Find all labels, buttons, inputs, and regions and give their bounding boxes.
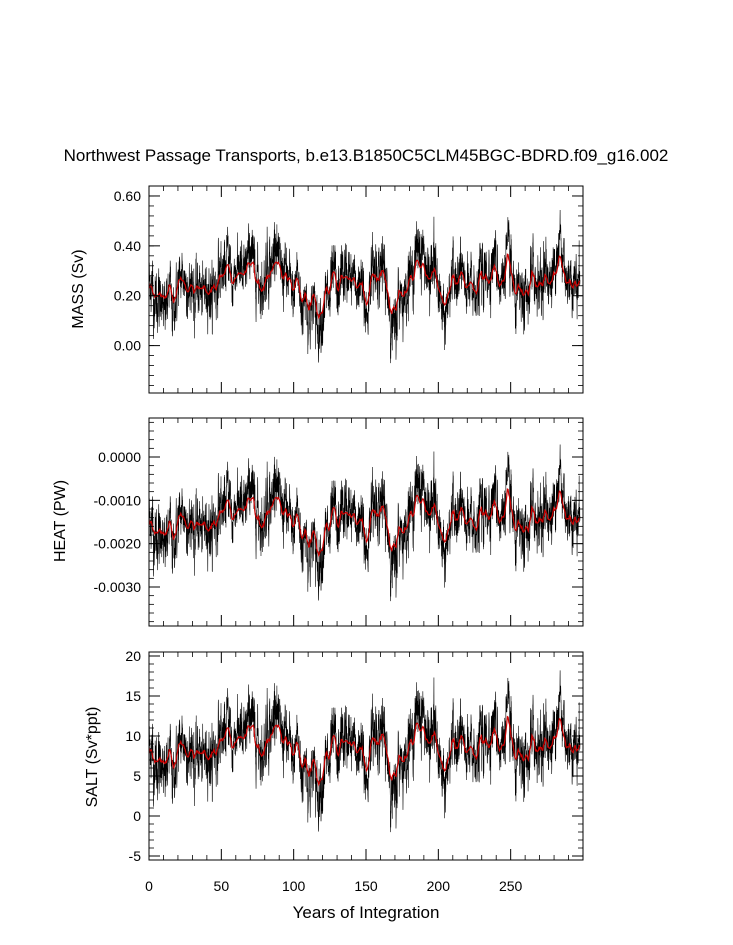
salt-y-label: SALT (Sv*ppt) [84,707,101,808]
y-tick-label: -0.0020 [94,536,142,552]
salt-monthly-line [149,670,581,833]
x-tick-label: 0 [145,878,153,894]
heat-running-mean-line [149,488,581,558]
y-tick-label: 20 [125,648,141,664]
y-tick-label: 0.60 [114,188,141,204]
x-tick-label: 150 [354,878,378,894]
y-tick-label: 0.20 [114,288,141,304]
heat-panel: HEAT (PW) 0.0000 -0.0010 -0.0020 -0.0030 [52,417,584,627]
x-tick-label: 100 [282,878,306,894]
mass-panel: MASS (Sv) 0.00 0.20 0.40 0.60 [70,185,584,394]
x-tick-label: 200 [427,878,451,894]
y-tick-label: 10 [125,728,141,744]
y-tick-label: 0 [133,808,141,824]
y-tick-label: 0.0000 [98,449,141,465]
mass-running-mean-line [149,253,581,320]
y-tick-label: -0.0010 [94,492,142,508]
mass-monthly-line [149,209,581,364]
salt-running-mean-line [149,715,581,787]
x-axis-label: Years of Integration [293,903,440,922]
x-axis: 0 50 100 150 200 250 [145,878,522,894]
x-tick-label: 50 [214,878,230,894]
y-tick-label: 15 [125,688,141,704]
y-tick-label: 0.40 [114,238,141,254]
heat-y-label: HEAT (PW) [52,480,69,562]
heat-monthly-line [149,444,581,602]
y-tick-label: -0.0030 [94,579,142,595]
mass-y-label: MASS (Sv) [70,249,87,328]
x-tick-label: 250 [499,878,523,894]
chart-title: Northwest Passage Transports, b.e13.B185… [64,146,669,165]
salt-panel: SALT (Sv*ppt) -5 0 5 10 15 20 [84,648,584,864]
y-tick-label: 0.00 [114,338,141,354]
y-tick-label: -5 [129,848,142,864]
y-tick-label: 5 [133,768,141,784]
